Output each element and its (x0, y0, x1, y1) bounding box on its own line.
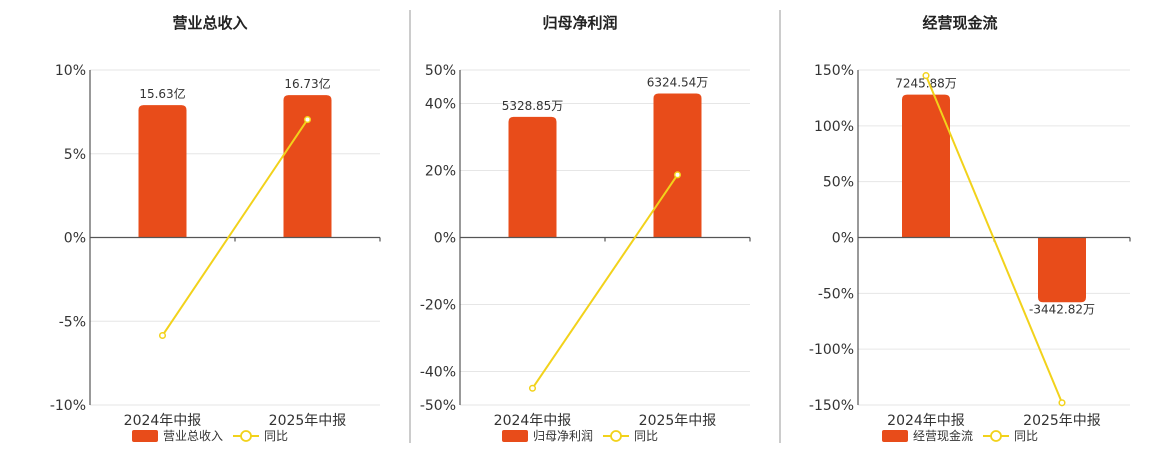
bar-data-label: -3442.82万 (1029, 302, 1095, 316)
x-tick-label: 2025年中报 (639, 413, 717, 429)
yoy-point (673, 171, 682, 179)
bar-data-label: 7245.88万 (895, 77, 957, 91)
x-tick-label: 2024年中报 (494, 413, 572, 429)
legend-line-label: 同比 (1014, 429, 1038, 443)
yoy-point (528, 384, 537, 392)
yoy-point (303, 116, 312, 124)
legend-bar-swatch (502, 430, 528, 442)
yoy-line (531, 174, 679, 389)
bar (902, 94, 950, 238)
x-tick-label: 2024年中报 (887, 413, 965, 429)
legend-line-label: 同比 (264, 429, 288, 443)
x-tick-label: 2025年中报 (1023, 413, 1101, 429)
y-tick-label: 150% (814, 63, 854, 79)
y-tick-label: 50% (425, 63, 456, 79)
bar (508, 116, 557, 238)
y-tick-label: 40% (425, 97, 456, 113)
legend-bar-swatch (132, 430, 158, 442)
legend-line-marker (610, 430, 622, 442)
y-tick-label: 20% (425, 164, 456, 180)
y-tick-label: -50% (818, 286, 854, 302)
y-tick-label: -10% (50, 398, 86, 414)
y-tick-label: -20% (420, 298, 456, 314)
chart-title: 经营现金流 (922, 14, 997, 32)
bar-data-label: 6324.54万 (647, 75, 709, 89)
legend-bar-label: 归母净利润 (533, 429, 593, 443)
x-tick-label: 2025年中报 (269, 413, 347, 429)
yoy-line (161, 119, 309, 337)
bar-data-label: 15.63亿 (139, 86, 185, 101)
chart-panel-1: 营业总收入 -10% -5% 0% 5% 10% 15.63亿 16.73亿 2024年中报 20… (50, 14, 381, 443)
y-tick-label: 100% (814, 119, 854, 135)
yoy-point (1058, 399, 1066, 407)
legend-bar-swatch (882, 430, 908, 442)
legend-line-label: 同比 (634, 429, 658, 443)
bar-data-label: 16.73亿 (284, 76, 330, 91)
yoy-point (158, 331, 167, 340)
bar (138, 105, 187, 238)
y-tick-label: 5% (64, 147, 86, 163)
bar (653, 93, 702, 238)
yoy-point (922, 72, 930, 80)
bar (283, 95, 332, 238)
chart-title: 营业总收入 (172, 14, 247, 32)
legend-line-marker (990, 430, 1002, 442)
legend-bar-label: 经营现金流 (913, 428, 973, 443)
y-tick-label: -100% (809, 342, 854, 358)
bar (1038, 237, 1086, 303)
y-tick-label: 0% (434, 231, 456, 247)
y-tick-label: -50% (420, 398, 456, 414)
bar-data-label: 5328.85万 (502, 99, 564, 113)
y-tick-label: -150% (809, 398, 854, 414)
y-tick-label: -40% (420, 365, 456, 381)
y-tick-label: 10% (55, 63, 86, 79)
legend-bar-label: 营业总收入 (163, 429, 223, 443)
y-tick-label: 50% (823, 175, 854, 191)
legend-line-marker (240, 430, 252, 442)
y-tick-label: 0% (64, 231, 86, 247)
y-tick-label: 0% (832, 231, 854, 247)
y-tick-label: -5% (59, 314, 86, 330)
chart-panel-2: 归母净利润 -50% -40% -20% 0% 20% 40% 50% 5328.85万 6324… (420, 14, 751, 443)
yoy-line (925, 75, 1063, 404)
x-tick-label: 2024年中报 (124, 413, 202, 429)
chart-title: 归母净利润 (542, 14, 617, 32)
chart-panel-3: 经营现金流 -150% -100% -50% 0% 50% 100% 150% 7245.88万… (809, 14, 1131, 443)
